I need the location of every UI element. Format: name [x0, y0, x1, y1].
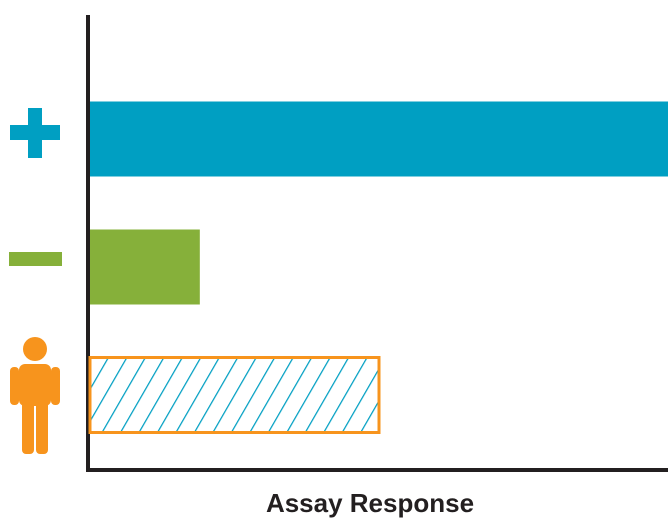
bar [90, 101, 668, 177]
minus-icon [9, 252, 62, 266]
bar [88, 356, 381, 434]
x-axis-label: Assay Response [266, 488, 474, 518]
person-icon [10, 337, 60, 454]
plus-icon [10, 108, 60, 158]
bar [90, 229, 200, 305]
